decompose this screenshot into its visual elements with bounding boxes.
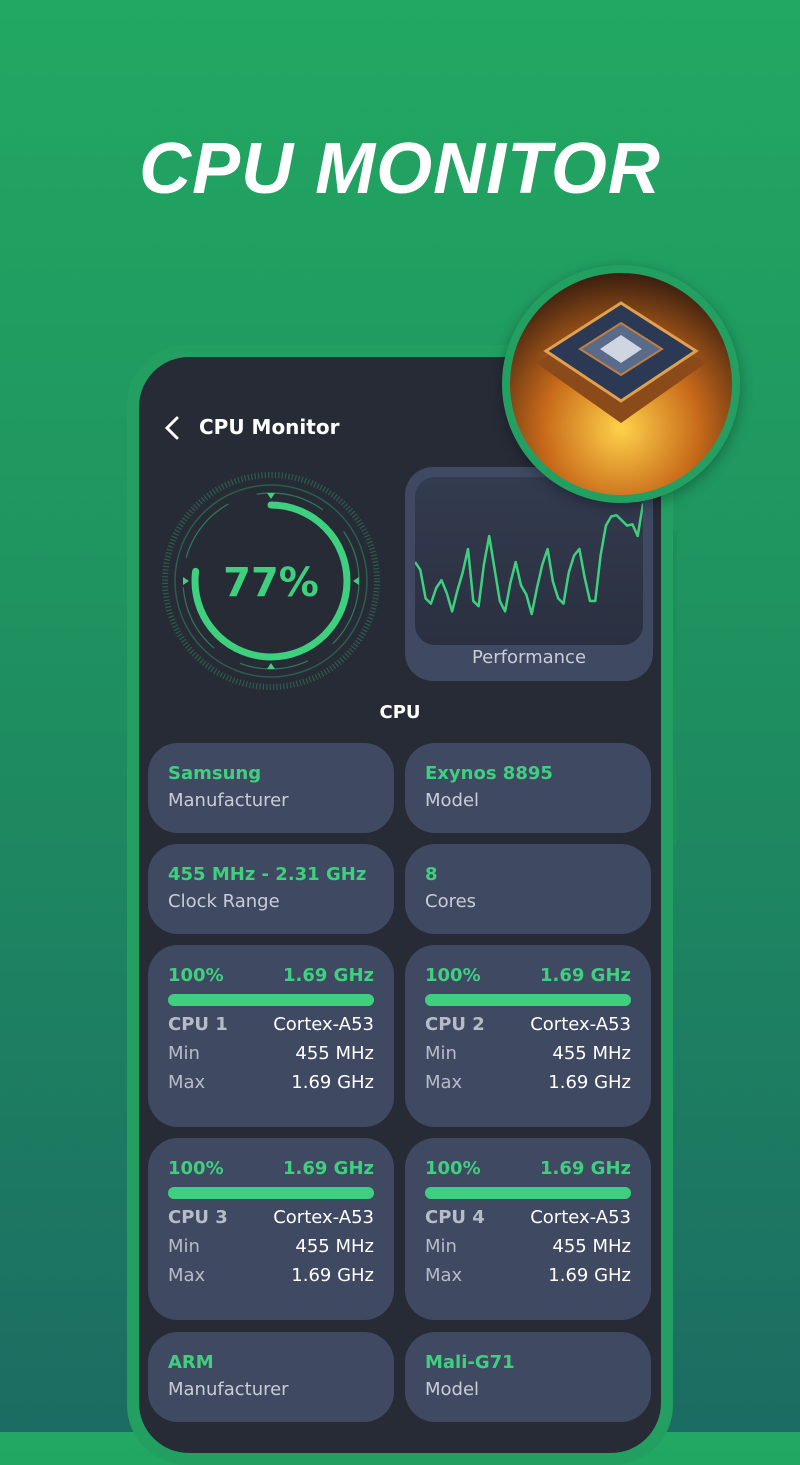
core-usage: 100% (425, 965, 481, 986)
performance-graph (413, 477, 645, 645)
core-arch: Cortex-A53 (273, 1207, 374, 1228)
max-value: 1.69 GHz (548, 1265, 631, 1286)
info-value: Mali-G71 (425, 1352, 515, 1373)
cpu-core-card: 100% 1.69 GHz CPU 3 Cortex-A53 Min 455 MHz … (148, 1138, 394, 1320)
min-value: 455 MHz (295, 1236, 374, 1257)
phone-frame: CPU Monitor 77% Performance CPU Samsung … (127, 345, 673, 1465)
info-label: Model (425, 1379, 480, 1400)
max-label: Max (168, 1265, 206, 1286)
gpu-card-manufacturer: ARM Manufacturer (148, 1332, 394, 1422)
chevron-left-icon[interactable] (163, 415, 181, 448)
info-value: Exynos 8895 (425, 763, 553, 784)
core-usage-bar (168, 1187, 374, 1199)
min-label: Min (425, 1236, 457, 1257)
performance-label: Performance (471, 647, 587, 668)
section-title: CPU (379, 702, 421, 723)
core-usage-bar (425, 1187, 631, 1199)
info-label: Clock Range (168, 891, 280, 912)
info-label: Model (425, 790, 480, 811)
info-label: Manufacturer (168, 790, 289, 811)
cpu-core-card: 100% 1.69 GHz CPU 1 Cortex-A53 Min 455 MHz … (148, 945, 394, 1127)
info-value: 8 (425, 864, 438, 885)
cpu-core-card: 100% 1.69 GHz CPU 2 Cortex-A53 Min 455 MHz … (405, 945, 651, 1127)
gauge-value: 77% (223, 560, 319, 606)
cpu-chip-image (502, 265, 740, 503)
core-name: CPU 3 (168, 1207, 228, 1228)
info-card-model: Exynos 8895 Model (405, 743, 651, 833)
core-frequency: 1.69 GHz (283, 1158, 374, 1179)
max-label: Max (168, 1072, 206, 1093)
core-usage: 100% (425, 1158, 481, 1179)
app-screen: CPU Monitor 77% Performance CPU Samsung … (139, 357, 661, 1453)
max-value: 1.69 GHz (548, 1072, 631, 1093)
min-label: Min (168, 1043, 200, 1064)
core-name: CPU 4 (425, 1207, 485, 1228)
info-label: Manufacturer (168, 1379, 289, 1400)
core-arch: Cortex-A53 (273, 1014, 374, 1035)
info-value: 455 MHz - 2.31 GHz (168, 864, 367, 885)
min-value: 455 MHz (295, 1043, 374, 1064)
phone-side-button (671, 530, 677, 720)
info-card-clock-range: 455 MHz - 2.31 GHz Clock Range (148, 844, 394, 934)
core-name: CPU 2 (425, 1014, 485, 1035)
core-arch: Cortex-A53 (530, 1014, 631, 1035)
max-label: Max (425, 1072, 463, 1093)
info-value: Samsung (168, 763, 262, 784)
max-value: 1.69 GHz (291, 1265, 374, 1286)
gpu-card-model: Mali-G71 Model (405, 1332, 651, 1422)
cpu-usage-gauge: 77% (162, 472, 380, 690)
info-value: ARM (168, 1352, 214, 1373)
min-value: 455 MHz (552, 1236, 631, 1257)
info-card-manufacturer: Samsung Manufacturer (148, 743, 394, 833)
core-usage: 100% (168, 1158, 224, 1179)
max-value: 1.69 GHz (291, 1072, 374, 1093)
core-name: CPU 1 (168, 1014, 228, 1035)
min-label: Min (168, 1236, 200, 1257)
info-label: Cores (425, 891, 477, 912)
phone-side-button (671, 765, 677, 845)
core-arch: Cortex-A53 (530, 1207, 631, 1228)
core-usage-bar (168, 994, 374, 1006)
performance-line (413, 503, 645, 616)
max-label: Max (425, 1265, 463, 1286)
cpu-core-card: 100% 1.69 GHz CPU 4 Cortex-A53 Min 455 MHz … (405, 1138, 651, 1320)
info-card-cores: 8 Cores (405, 844, 651, 934)
gauge-arc (191, 501, 351, 661)
core-usage-bar (425, 994, 631, 1006)
page-title: CPU Monitor (199, 415, 340, 439)
performance-card[interactable]: Performance (405, 467, 653, 681)
core-frequency: 1.69 GHz (540, 1158, 631, 1179)
core-usage: 100% (168, 965, 224, 986)
core-frequency: 1.69 GHz (283, 965, 374, 986)
min-value: 455 MHz (552, 1043, 631, 1064)
min-label: Min (425, 1043, 457, 1064)
core-frequency: 1.69 GHz (540, 965, 631, 986)
headline: CPU MONITOR (139, 129, 661, 209)
